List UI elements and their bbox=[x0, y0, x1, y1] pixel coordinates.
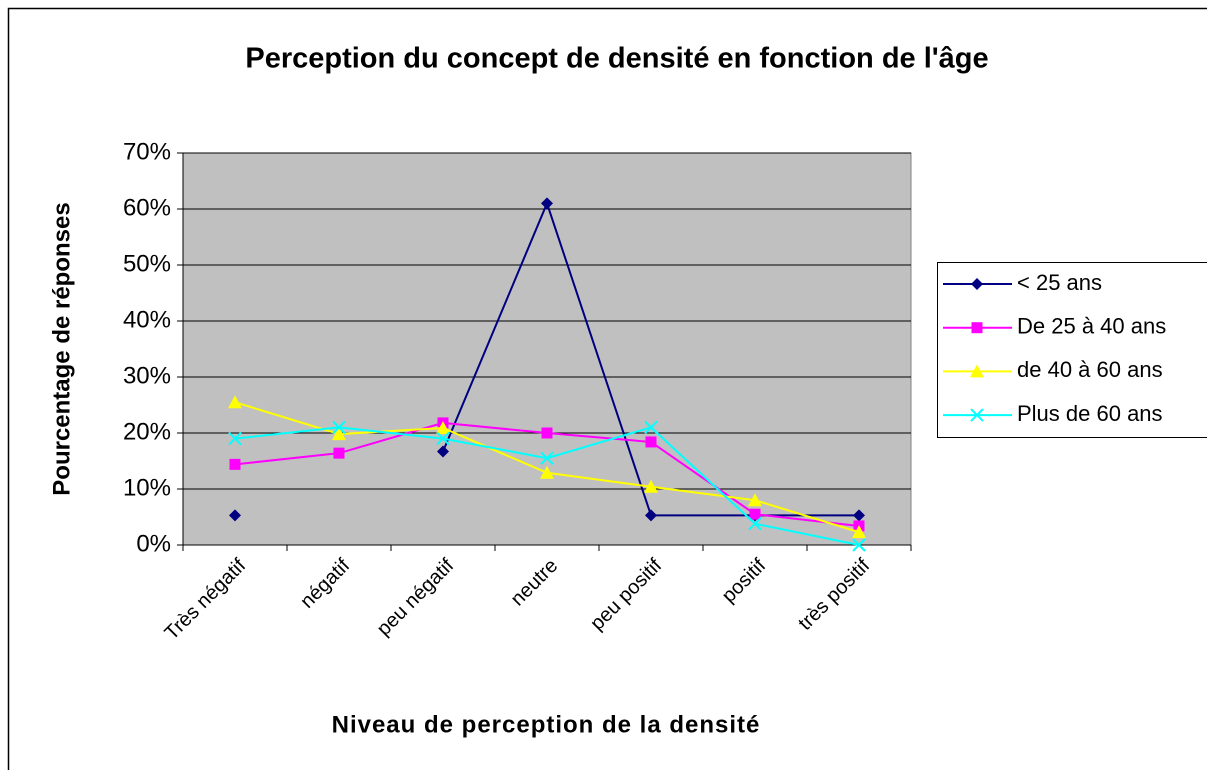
data-point bbox=[437, 445, 449, 458]
legend-marker bbox=[971, 322, 983, 334]
data-point bbox=[541, 197, 553, 210]
legend-label: < 25 ans bbox=[1017, 270, 1102, 295]
data-point bbox=[333, 447, 345, 459]
y-tick-label: 50% bbox=[123, 250, 171, 277]
y-tick-label: 20% bbox=[123, 418, 171, 445]
data-point bbox=[748, 517, 762, 531]
legend-marker bbox=[970, 408, 984, 422]
data-point bbox=[229, 509, 241, 522]
chart-title: Perception du concept de densité en fonc… bbox=[245, 43, 988, 75]
legend-label: de 40 à 60 ans bbox=[1017, 357, 1163, 382]
data-point bbox=[645, 509, 657, 522]
y-axis-title: Pourcentage de réponses bbox=[48, 202, 75, 495]
data-point bbox=[853, 509, 865, 522]
plot-area bbox=[182, 152, 912, 546]
data-point bbox=[540, 451, 554, 465]
data-point bbox=[228, 395, 242, 409]
y-tick-label: 60% bbox=[123, 194, 171, 221]
data-point bbox=[645, 436, 657, 448]
legend-box bbox=[937, 262, 1207, 438]
y-tick-label: 70% bbox=[123, 138, 171, 165]
y-tick-label: 30% bbox=[123, 362, 171, 389]
x-axis-title: Niveau de perception de la densité bbox=[332, 711, 761, 738]
data-point bbox=[644, 420, 658, 435]
data-point bbox=[332, 427, 346, 441]
data-point bbox=[852, 525, 866, 539]
data-point bbox=[541, 427, 553, 439]
legend-label: De 25 à 40 ans bbox=[1017, 314, 1166, 339]
legend-marker bbox=[970, 364, 984, 378]
data-point bbox=[436, 420, 450, 434]
data-point bbox=[228, 431, 242, 446]
data-point bbox=[436, 431, 450, 446]
legend-marker bbox=[971, 278, 983, 290]
data-point bbox=[748, 493, 762, 507]
data-point bbox=[540, 465, 554, 479]
data-point bbox=[229, 458, 241, 470]
y-tick-label: 40% bbox=[123, 306, 171, 333]
data-point bbox=[332, 420, 346, 435]
data-point bbox=[644, 479, 658, 493]
legend-label: Plus de 60 ans bbox=[1017, 401, 1163, 426]
y-tick-label: 0% bbox=[136, 530, 171, 557]
data-point bbox=[852, 538, 866, 552]
y-tick-label: 10% bbox=[123, 474, 171, 501]
data-point bbox=[749, 508, 761, 520]
